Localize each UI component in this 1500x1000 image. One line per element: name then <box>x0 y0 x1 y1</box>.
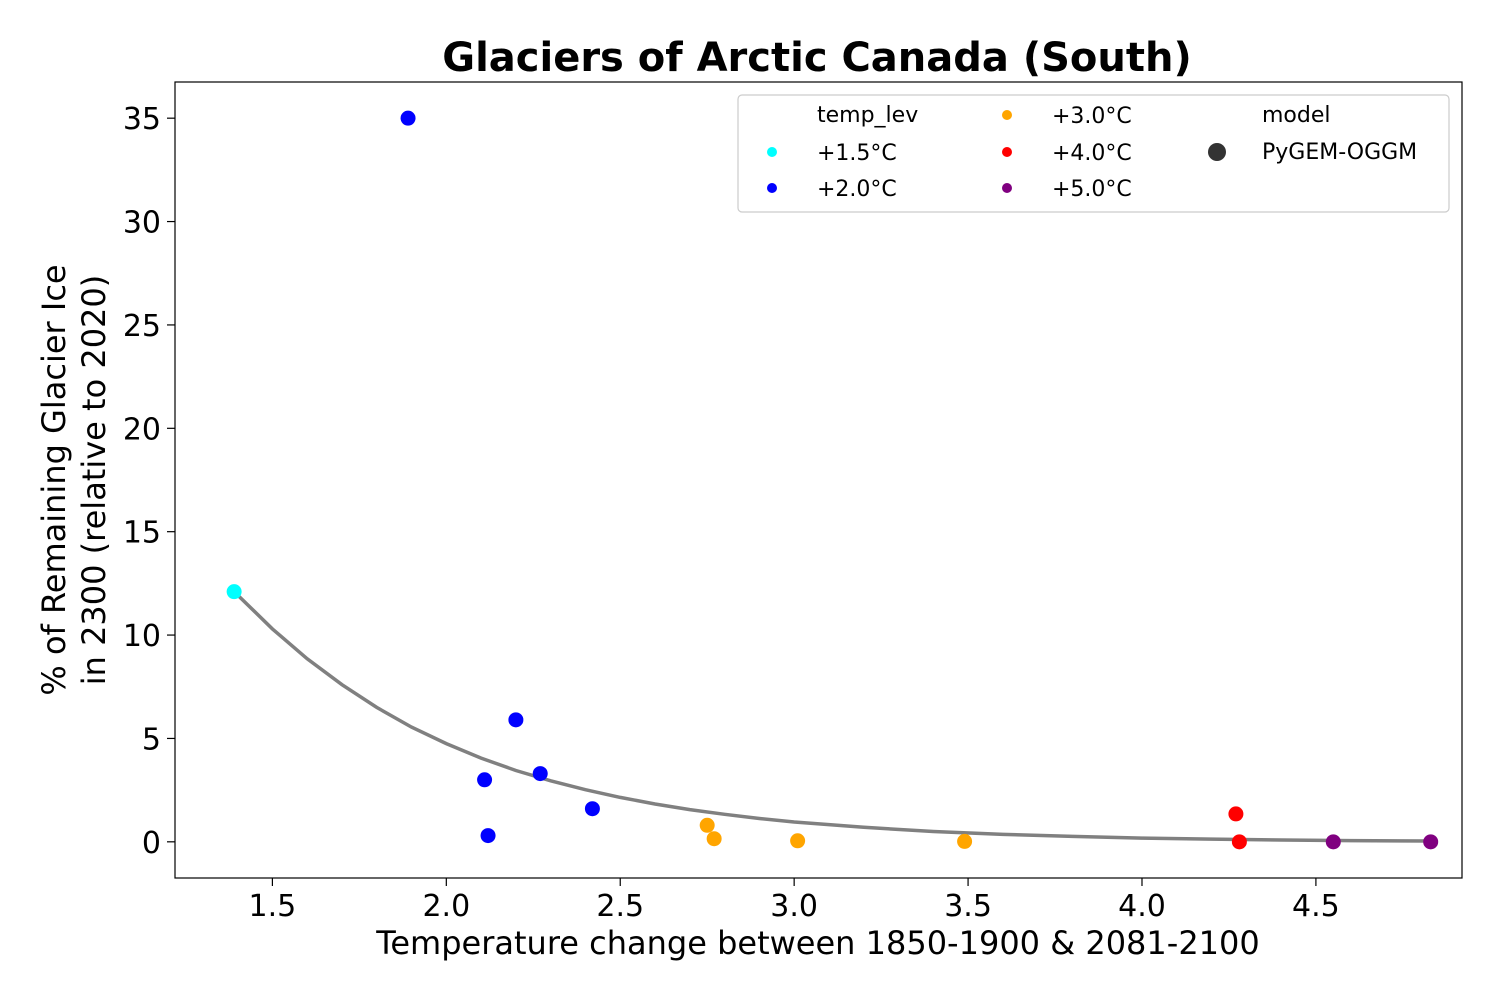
data-point <box>400 110 416 126</box>
data-point <box>699 817 715 833</box>
plot-frame <box>174 81 1463 879</box>
legend: temp_lev model +1.5°C+2.0°C+3.0°C+4.0°C+… <box>737 94 1450 213</box>
legend-label: +5.0°C <box>1052 177 1132 202</box>
legend-marker <box>767 147 777 157</box>
legend-marker <box>1002 183 1012 193</box>
y-tick-label: 0 <box>142 826 161 861</box>
data-point <box>508 712 524 728</box>
x-tick-label: 4.5 <box>1292 889 1340 924</box>
data-point <box>957 833 973 849</box>
y-tick-label: 30 <box>123 206 161 241</box>
data-point <box>480 828 496 844</box>
y-tick-label: 15 <box>123 516 161 551</box>
legend-label: +4.0°C <box>1052 141 1132 166</box>
data-point <box>706 831 722 847</box>
legend-label: +3.0°C <box>1052 104 1132 129</box>
y-axis-label-line2: in 2300 (relative to 2020) <box>75 275 113 686</box>
legend-header-temp: temp_lev <box>817 103 918 128</box>
legend-marker <box>1002 110 1012 120</box>
x-axis: 1.5 2.0 2.5 3.0 3.5 4.0 4.5 <box>249 878 1340 924</box>
data-point <box>790 833 806 849</box>
data-point <box>1325 834 1341 850</box>
data-point <box>226 584 242 600</box>
legend-label: +2.0°C <box>817 177 897 202</box>
x-tick-label: 2.5 <box>596 889 644 924</box>
data-point <box>1423 834 1439 850</box>
legend-entries: +1.5°C +2.0°C +3.0°C +4.0°C +5.0°C <box>767 104 1132 202</box>
y-tick-label: 20 <box>123 412 161 447</box>
y-tick-label: 25 <box>123 309 161 344</box>
data-point <box>1231 834 1247 850</box>
y-axis-label: % of Remaining Glacier Ice in 2300 (rela… <box>35 264 113 695</box>
data-point <box>584 801 600 817</box>
legend-marker-model <box>1208 143 1226 161</box>
plot-area <box>174 81 1463 879</box>
x-tick-label: 4.0 <box>1118 889 1166 924</box>
x-tick-label: 2.0 <box>422 889 470 924</box>
legend-marker <box>1002 147 1012 157</box>
fit-curve <box>232 590 1431 843</box>
x-axis-label: Temperature change between 1850-1900 & 2… <box>375 924 1260 962</box>
x-tick-label: 1.5 <box>249 889 297 924</box>
data-points <box>226 110 1439 850</box>
y-tick-label: 5 <box>142 722 161 757</box>
chart-title: Glaciers of Arctic Canada (South) <box>442 35 1192 81</box>
x-tick-label: 3.0 <box>770 889 818 924</box>
legend-box <box>737 94 1450 213</box>
data-point <box>1228 806 1244 822</box>
legend-label-model: PyGEM-OGGM <box>1262 140 1417 165</box>
y-axis: 0 5 10 15 20 25 30 35 <box>123 102 175 861</box>
legend-marker <box>767 183 777 193</box>
y-axis-label-line1: % of Remaining Glacier Ice <box>35 264 73 695</box>
y-tick-label: 10 <box>123 619 161 654</box>
y-tick-label: 35 <box>123 102 161 137</box>
data-point <box>532 766 548 782</box>
legend-label: +1.5°C <box>817 141 897 166</box>
x-tick-label: 3.5 <box>944 889 992 924</box>
data-point <box>477 772 493 788</box>
legend-header-model: model <box>1262 103 1331 128</box>
